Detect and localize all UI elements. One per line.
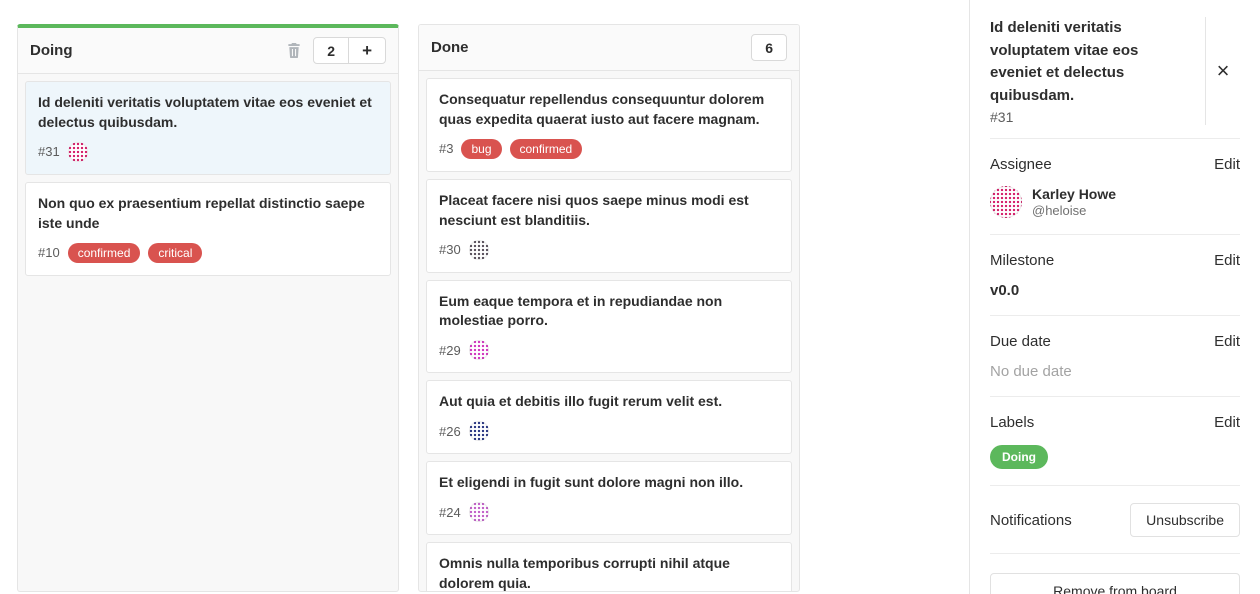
card-meta: #3 bug confirmed <box>439 138 779 159</box>
notifications-heading: Notifications <box>990 511 1072 529</box>
assignee-name[interactable]: Karley Howe <box>1032 186 1117 202</box>
assignee-heading: Assignee <box>990 156 1052 173</box>
milestone-heading: Milestone <box>990 252 1055 270</box>
card-title[interactable]: Aut quia et debitis illo fugit rerum vel… <box>439 393 723 410</box>
card-title[interactable]: Et eligendi in fugit sunt dolore magni n… <box>439 474 744 491</box>
labels-section: Labels Edit Doing <box>990 397 1240 487</box>
issue-count-badge: 2 + <box>313 37 386 64</box>
milestone-value[interactable]: v0.0 <box>990 282 1020 300</box>
close-icon[interactable]: × <box>1216 58 1230 83</box>
board-column-doing: Doing 2 + Id deleniti veritatis voluptatem … <box>17 24 399 592</box>
issue-card[interactable]: Aut quia et debitis illo fugit rerum vel… <box>426 380 792 455</box>
card-meta: #24 <box>439 502 779 522</box>
card-title[interactable]: Placeat facere nisi quos saepe minus mod… <box>439 191 749 228</box>
card-title[interactable]: Eum eaque tempora et in repudiandae non … <box>439 292 723 329</box>
card-title[interactable]: Omnis nulla temporibus corrupti nihil at… <box>439 555 730 591</box>
labels-edit-button[interactable]: Edit <box>1214 414 1240 432</box>
issue-board: Doing 2 + Id deleniti veritatis voluptatem … <box>17 24 800 592</box>
label-badge[interactable]: bug <box>461 138 502 159</box>
due-date-section: Due date Edit No due date <box>990 316 1240 398</box>
board-column-done: Done 6 Consequatur repellendus consequuntu… <box>418 24 800 592</box>
issue-number: #26 <box>439 423 461 439</box>
issue-count-badge: 6 <box>751 34 787 61</box>
label-badge[interactable]: confirmed <box>509 138 583 159</box>
notifications-section: Notifications Unsubscribe <box>990 486 1240 555</box>
assignee-section: Assignee Edit Karley Howe @heloise <box>990 139 1240 236</box>
labels-heading: Labels <box>990 414 1035 432</box>
card-meta: #10 confirmed critical <box>38 242 378 263</box>
card-meta: #30 <box>439 239 779 260</box>
due-date-heading: Due date <box>990 333 1051 351</box>
issue-number: #10 <box>38 245 60 260</box>
issue-number: #24 <box>439 504 461 520</box>
label-badge[interactable]: confirmed <box>67 242 141 263</box>
issue-number: #3 <box>439 141 454 157</box>
sidebar-issue-number: #31 <box>990 109 1014 125</box>
delete-list-icon[interactable] <box>287 43 301 58</box>
column-title: Done <box>431 39 469 56</box>
issue-number: #30 <box>439 242 461 257</box>
card-title[interactable]: Consequatur repellendus consequuntur dol… <box>439 91 765 127</box>
card-meta: #29 <box>439 340 779 361</box>
milestone-section: Milestone Edit v0.0 <box>990 235 1240 317</box>
issue-card[interactable]: Id deleniti veritatis voluptatem vitae e… <box>25 81 391 175</box>
column-title: Doing <box>30 42 73 59</box>
assignee-avatar[interactable] <box>990 185 1022 218</box>
issue-card[interactable]: Eum eaque tempora et in repudiandae non … <box>426 279 792 374</box>
column-controls: 2 + <box>287 37 386 64</box>
assignee-edit-button[interactable]: Edit <box>1214 156 1240 173</box>
column-header: Doing 2 + <box>18 28 398 74</box>
remove-from-board-button[interactable]: Remove from board <box>990 573 1240 594</box>
sidebar-label-list: Doing <box>990 445 1240 470</box>
issue-card[interactable]: Omnis nulla temporibus corrupti nihil at… <box>426 542 792 591</box>
assignee-avatar[interactable] <box>468 340 489 361</box>
due-date-edit-button[interactable]: Edit <box>1214 333 1240 351</box>
assignee-avatar[interactable] <box>67 141 88 162</box>
card-list: Consequatur repellendus consequuntur dol… <box>419 71 799 591</box>
assignee-avatar[interactable] <box>468 421 489 442</box>
card-title[interactable]: Non quo ex praesentium repellat distinct… <box>38 194 365 231</box>
assignee-avatar[interactable] <box>468 239 489 260</box>
sidebar-issue-title: Id deleniti veritatis voluptatem vitae e… <box>990 19 1139 104</box>
label-badge[interactable]: Doing <box>990 445 1048 470</box>
issue-card[interactable]: Consequatur repellendus consequuntur dol… <box>426 78 792 172</box>
issue-card[interactable]: Non quo ex praesentium repellat distinct… <box>25 181 391 276</box>
card-list: Id deleniti veritatis voluptatem vitae e… <box>18 74 398 283</box>
issue-sidebar: Id deleniti veritatis voluptatem vitae e… <box>969 0 1260 594</box>
sidebar-header: Id deleniti veritatis voluptatem vitae e… <box>990 0 1240 139</box>
card-title[interactable]: Id deleniti veritatis voluptatem vitae e… <box>38 94 372 130</box>
card-meta: #31 <box>38 141 378 162</box>
label-badge[interactable]: critical <box>148 242 203 263</box>
card-meta: #26 <box>439 421 779 442</box>
add-issue-button[interactable]: + <box>348 38 385 63</box>
issue-card[interactable]: Placeat facere nisi quos saepe minus mod… <box>426 178 792 273</box>
assignee-avatar[interactable] <box>468 502 489 522</box>
issue-count: 2 <box>327 42 336 59</box>
remove-section: Remove from board <box>990 554 1240 594</box>
assignee-info: Karley Howe @heloise <box>1032 185 1116 218</box>
issue-count: 6 <box>765 39 773 56</box>
board-columns: Doing 2 + Id deleniti veritatis voluptatem … <box>17 24 800 592</box>
due-date-value: No due date <box>990 363 1072 381</box>
column-controls: 6 <box>751 34 787 61</box>
milestone-edit-button[interactable]: Edit <box>1214 252 1240 270</box>
column-header: Done 6 <box>419 25 799 71</box>
issue-card[interactable]: Et eligendi in fugit sunt dolore magni n… <box>426 461 792 535</box>
unsubscribe-button[interactable]: Unsubscribe <box>1130 503 1240 538</box>
issue-number: #31 <box>38 144 60 160</box>
sidebar-title-block: Id deleniti veritatis voluptatem vitae e… <box>990 17 1206 125</box>
issue-number: #29 <box>439 342 461 358</box>
assignee-username: @heloise <box>1032 203 1087 219</box>
